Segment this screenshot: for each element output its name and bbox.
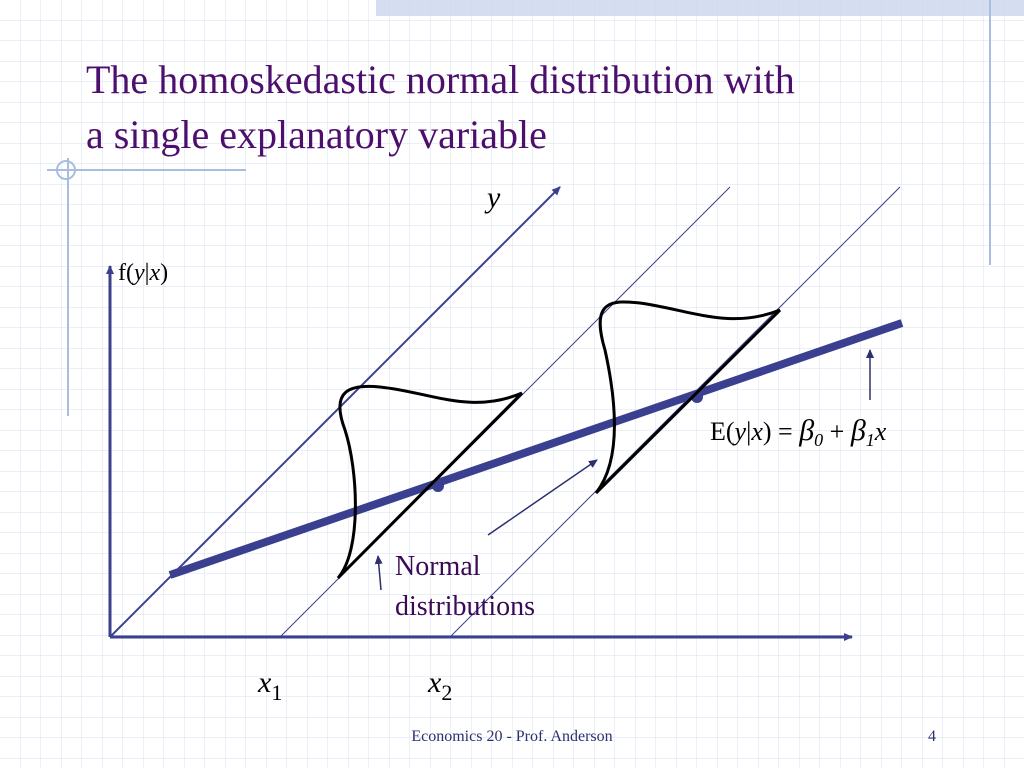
equation: E(y|x) = β0 + β1x [710, 414, 887, 450]
label-part: | [145, 260, 150, 286]
label-part: 0 [814, 430, 823, 450]
pointer-arrow [374, 555, 383, 591]
label-part: 1 [866, 430, 875, 450]
x1-label: x1 [257, 666, 282, 705]
label-part: 1 [271, 680, 282, 705]
note: Normal [395, 551, 481, 582]
label-part: ) = [763, 417, 799, 446]
normal-curve [594, 300, 781, 494]
label-part: E( [710, 417, 735, 446]
decor-bar [376, 0, 1024, 16]
density-axis-label: f(y|x) [118, 260, 168, 286]
normal-curve [336, 384, 523, 579]
curve-baseline [594, 308, 782, 495]
label-part: β [798, 414, 814, 447]
guide-line [449, 186, 901, 638]
title-line: a single explanatory variable [86, 112, 547, 157]
note: distributions [395, 591, 535, 622]
y-axis [109, 186, 561, 638]
title-line: The homoskedastic normal distribution wi… [86, 57, 795, 102]
mean-point [432, 480, 444, 492]
label-part: β [850, 414, 866, 447]
label-part: x [750, 417, 763, 446]
label-part: 2 [441, 680, 452, 705]
curve-baseline [336, 391, 524, 580]
page-number: 4 [928, 728, 936, 745]
label-part: x [427, 666, 442, 699]
label-part: f( [118, 260, 134, 286]
label-part: | [746, 417, 751, 446]
regression-line [168, 319, 904, 579]
label-part: x [148, 260, 160, 286]
x2-label: x2 [427, 666, 452, 705]
footer: Economics 20 - Prof. Anderson [411, 728, 612, 745]
decor-circle [56, 160, 76, 180]
pointer-arrow [487, 459, 598, 536]
label-part: y [732, 417, 747, 446]
y-axis-label: y [484, 181, 501, 214]
label-part: + [823, 417, 851, 446]
label-part: y [132, 260, 145, 286]
label-part: x [874, 417, 887, 446]
label-part: ) [160, 260, 168, 286]
label-part: x [257, 666, 272, 699]
